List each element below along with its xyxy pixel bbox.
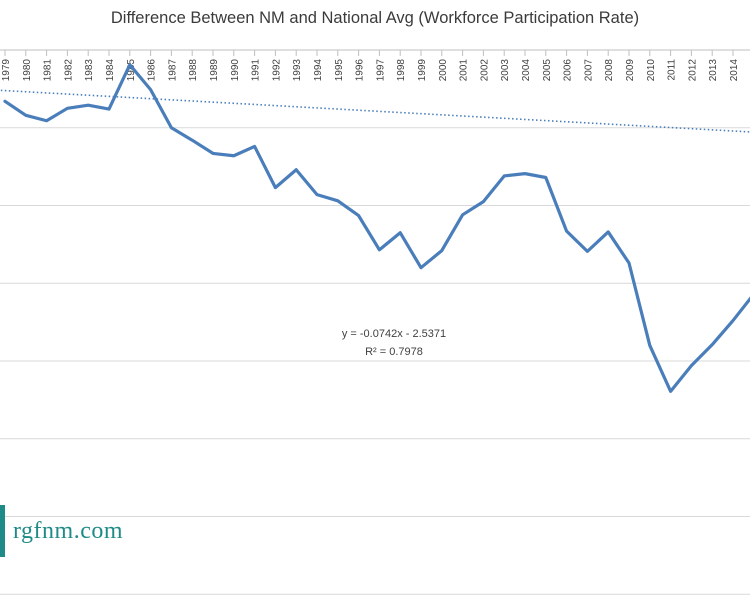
x-tick-label: 1986: [147, 59, 158, 82]
x-tick-label: 2008: [604, 59, 615, 82]
x-tick-label: 2001: [459, 59, 470, 82]
series-layer: [3, 63, 750, 393]
gridlines: [0, 49, 750, 595]
x-tick-label: 1985: [126, 59, 137, 82]
x-tick-label: 1984: [105, 59, 116, 82]
x-tick-label: 2006: [563, 59, 574, 82]
x-tick-label: 2007: [583, 59, 594, 82]
trendline: [0, 89, 750, 133]
x-tick-label: 1981: [43, 59, 54, 82]
x-tick-label: 1993: [292, 59, 303, 82]
x-tick-label: 1980: [22, 59, 33, 82]
x-tick-label: 2000: [438, 59, 449, 82]
x-tick-label: 1997: [375, 59, 386, 82]
x-tick-label: 1998: [396, 59, 407, 82]
x-tick-label: 2014: [729, 59, 740, 82]
x-tick-label: 2009: [625, 59, 636, 82]
x-tick-label: 1991: [251, 59, 262, 82]
x-tick-label: 1983: [84, 59, 95, 82]
x-axis: 1979 1980 1981 1982 1983 1984 1985 1986 1987 1988…: [1, 50, 750, 81]
chart-title: Difference Between NM and National Avg (…: [110, 9, 640, 27]
x-tick-label: 2005: [542, 59, 553, 82]
x-tick-label: 2011: [667, 59, 678, 81]
x-tick-label: 1979: [1, 59, 12, 82]
x-tick-label: 1994: [313, 59, 324, 82]
x-tick-label: 2004: [521, 59, 532, 82]
x-tick-label: 1999: [417, 59, 428, 82]
watermark-bar: [0, 505, 5, 557]
watermark-logo: rgfnm.com: [0, 505, 123, 557]
x-tick-label: 1989: [209, 59, 220, 82]
trendline-r-squared: R² = 0.7978: [365, 346, 423, 358]
x-tick-label: 1988: [188, 59, 199, 82]
trendline-equation: y = -0.0742x - 2.5371: [342, 328, 446, 340]
watermark-text: rgfnm.com: [13, 517, 124, 544]
x-tick-label: 2012: [687, 59, 698, 82]
x-tick-label: 1995: [334, 59, 345, 82]
x-tick-label: 2002: [479, 59, 490, 82]
x-tick-label: 1982: [63, 59, 74, 82]
x-tick-label: 1996: [355, 59, 366, 82]
x-tick-label: 1992: [271, 59, 282, 82]
series-line: [3, 63, 750, 393]
x-tick-label: 1987: [167, 59, 178, 82]
x-tick-label: 2003: [500, 59, 511, 82]
x-tick-label: 1990: [230, 59, 241, 82]
trendline-layer: [0, 89, 750, 133]
x-tick-label: 2013: [708, 59, 719, 82]
x-tick-label: 2010: [646, 59, 657, 82]
